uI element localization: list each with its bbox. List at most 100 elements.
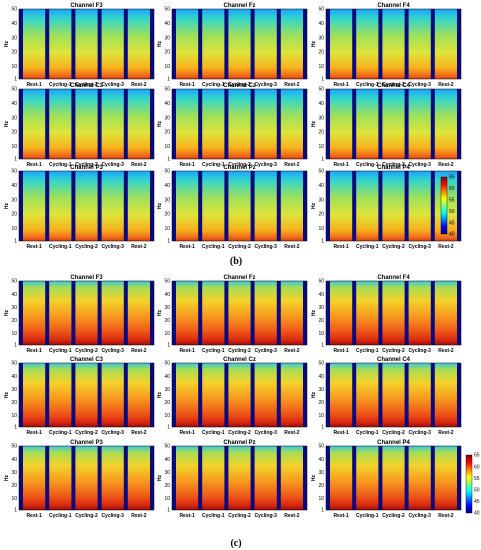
spectrogram-segment	[75, 171, 98, 241]
spectrogram-segment	[23, 9, 46, 79]
x-tick-label: Cycling-2	[382, 82, 405, 88]
x-tick-label: Rest-1	[26, 430, 42, 436]
y-axis-label: Hz	[311, 309, 317, 316]
x-tick-label: Rest-1	[333, 244, 349, 250]
y-axis-label: Hz	[311, 202, 317, 209]
spectrogram-segment	[408, 9, 431, 79]
x-tick-label: Rest-2	[284, 244, 300, 250]
y-tick-label: 10	[318, 413, 324, 419]
spectrogram-segment	[23, 89, 46, 159]
y-axis-label: Hz	[157, 309, 163, 316]
y-tick-label: 20	[11, 318, 17, 324]
x-tick-label: Cycling-3	[254, 244, 277, 250]
x-tick-label: Rest-2	[438, 513, 454, 519]
y-axis-label: Hz	[157, 474, 163, 481]
x-tick-label: Rest-2	[284, 430, 300, 436]
y-tick-label: 10	[164, 226, 170, 232]
y-tick-label: 30	[318, 115, 324, 121]
y-tick-label: 50	[164, 361, 170, 367]
y-tick-label: 1	[321, 343, 324, 349]
spectrogram-segment	[254, 363, 277, 427]
x-tick-label: Cycling-1	[202, 82, 225, 88]
x-tick-label: Rest-2	[131, 82, 147, 88]
plot-frame	[171, 362, 308, 428]
subplot-title: Channel C3	[70, 83, 104, 89]
y-tick-label: 1	[14, 508, 17, 514]
panel-b-label: (b)	[230, 256, 242, 267]
x-tick-label: Cycling-2	[75, 430, 98, 436]
colorbar-gradient	[465, 454, 473, 514]
y-tick-label: 10	[164, 144, 170, 150]
x-tick-label: Rest-2	[131, 162, 147, 168]
subplot-b-channel-f3: Channel F3 Rest-1 Cycling-1 Cycling-2 Cyclin…	[4, 3, 155, 88]
colorbar-tick-label: 65	[449, 175, 455, 181]
x-tick-label: Cycling-2	[75, 244, 98, 250]
x-tick-label: Rest-2	[131, 430, 147, 436]
x-tick-label: Cycling-2	[382, 162, 405, 168]
subplot-c-channel-f3: Channel F3 Rest-1 Cycling-1 Cycling-2 Cyclin…	[4, 275, 155, 354]
spectrogram-segment	[176, 446, 199, 510]
spectrogram-segment	[382, 446, 405, 510]
x-tick-label: Cycling-1	[356, 513, 379, 519]
x-tick-label: Cycling-3	[254, 513, 277, 519]
y-tick-label: 1	[321, 157, 324, 163]
panel-c-label: (c)	[230, 538, 241, 549]
y-tick-label: 20	[11, 50, 17, 56]
plot-frame	[325, 88, 462, 160]
spectrogram-segment	[254, 171, 277, 241]
y-axis-label: Hz	[157, 120, 163, 127]
x-tick-label: Cycling-2	[382, 430, 405, 436]
x-tick-label: Cycling-3	[408, 82, 431, 88]
y-axis-label: Hz	[4, 40, 10, 47]
x-tick-label: Cycling-3	[101, 348, 124, 354]
spectrogram-segment	[254, 446, 277, 510]
y-tick-label: 10	[11, 496, 17, 502]
y-tick-label: 40	[318, 374, 324, 380]
y-axis-label: Hz	[4, 474, 10, 481]
y-tick-label: 40	[11, 21, 17, 27]
spectrogram-segment	[330, 363, 353, 427]
y-axis-label: Hz	[311, 40, 317, 47]
y-tick-label: 10	[11, 64, 17, 70]
colorbar-tick-label: 40	[449, 232, 455, 238]
spectrogram-segment	[408, 281, 431, 345]
subplot-c-channel-fz: Channel Fz Rest-1 Cycling-1 Cycling-2 Cyclin…	[157, 275, 308, 354]
spectrogram-segment	[408, 171, 431, 241]
y-tick-label: 50	[318, 361, 324, 367]
spectrogram-segment	[202, 363, 225, 427]
y-tick-label: 50	[11, 7, 17, 13]
y-axis-label: Hz	[157, 391, 163, 398]
y-axis-label: Hz	[4, 202, 10, 209]
spectrogram-segment	[330, 281, 353, 345]
x-tick-label: Cycling-3	[254, 348, 277, 354]
spectrogram-segment	[408, 446, 431, 510]
y-tick-label: 50	[318, 169, 324, 175]
plot-frame	[18, 170, 155, 242]
x-tick-label: Rest-1	[26, 348, 42, 354]
spectrogram-segment	[434, 281, 457, 345]
y-axis-label: Hz	[311, 391, 317, 398]
y-tick-label: 1	[167, 239, 170, 245]
y-tick-label: 30	[164, 197, 170, 203]
spectrogram-segment	[356, 281, 379, 345]
y-tick-label: 1	[167, 343, 170, 349]
x-tick-label: Cycling-3	[254, 162, 277, 168]
y-tick-label: 10	[318, 331, 324, 337]
x-tick-label: Cycling-2	[228, 82, 251, 88]
spectrogram-segment	[75, 363, 98, 427]
y-tick-label: 20	[11, 483, 17, 489]
colorbar-tick-label: 40	[474, 511, 480, 517]
plot-frame	[325, 280, 462, 346]
plot-frame	[18, 280, 155, 346]
y-tick-label: 20	[164, 318, 170, 324]
y-tick-label: 30	[11, 305, 17, 311]
spectrogram-segment	[101, 363, 124, 427]
x-tick-label: Cycling-2	[228, 244, 251, 250]
y-tick-label: 50	[164, 169, 170, 175]
plot-frame	[18, 362, 155, 428]
y-tick-label: 20	[164, 212, 170, 218]
subplot-c-channel-cz: Channel Cz Rest-1 Cycling-1 Cycling-2 Cyclin…	[157, 357, 308, 436]
x-tick-label: Cycling-3	[254, 82, 277, 88]
x-tick-label: Rest-2	[438, 82, 454, 88]
